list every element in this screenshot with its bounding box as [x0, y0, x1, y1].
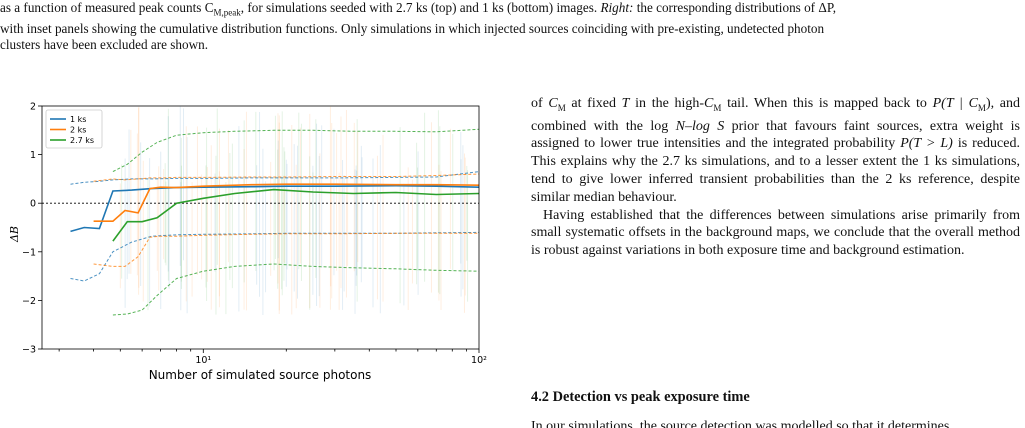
y-tick-label: 2: [30, 102, 36, 113]
y-axis-label: ΔB: [8, 226, 21, 243]
body-text: of CM at fixed T in the high-CM tail. Wh…: [531, 95, 1020, 260]
x-axis-label: Number of simulated source photons: [149, 368, 372, 382]
legend-label: 1 ks: [70, 115, 86, 124]
legend-label: 2 ks: [70, 126, 86, 135]
percentile-bands: [70, 128, 479, 316]
median-line-2: [112, 188, 479, 242]
upper-band-2: [112, 128, 479, 173]
upper-band-1: [93, 173, 479, 182]
y-tick-label: 0: [30, 199, 36, 210]
y-tick-label: −2: [22, 296, 36, 307]
delta-b-chart: −3 −2 −1 0 1 2 10¹ 10² Number of simulated sou…: [0, 96, 500, 396]
upper-band-0: [70, 171, 479, 185]
vertical-spread-bars: [119, 106, 469, 315]
paragraph-1: of CM at fixed T in the high-CM tail. Wh…: [531, 96, 1020, 205]
median-lines: [70, 183, 479, 242]
x-axis-ticks: 10¹ 10²: [58, 349, 487, 366]
cutoff-text-line: In our simulations, the source detection…: [531, 419, 950, 428]
y-axis-ticks: −3 −2 −1 0 1 2: [22, 102, 42, 356]
x-tick-label: 10²: [471, 355, 487, 366]
section-heading: 4.2 Detection vs peak exposure time: [531, 389, 750, 405]
median-line-1: [93, 183, 479, 222]
paragraph-2: Having established that the differences …: [531, 207, 1020, 259]
plot-frame: [41, 105, 480, 350]
legend-label: 2.7 ks: [70, 136, 94, 145]
lower-band-2: [112, 263, 479, 316]
figure-caption: as a function of measured peak counts CM…: [0, 0, 837, 53]
lower-band-1: [93, 232, 479, 267]
chart-legend: 1 ks 2 ks2.7 ks: [45, 109, 103, 149]
y-tick-label: −1: [22, 247, 36, 258]
y-tick-label: −3: [22, 345, 36, 356]
y-tick-label: 1: [30, 150, 36, 161]
x-tick-label: 10¹: [195, 355, 211, 366]
